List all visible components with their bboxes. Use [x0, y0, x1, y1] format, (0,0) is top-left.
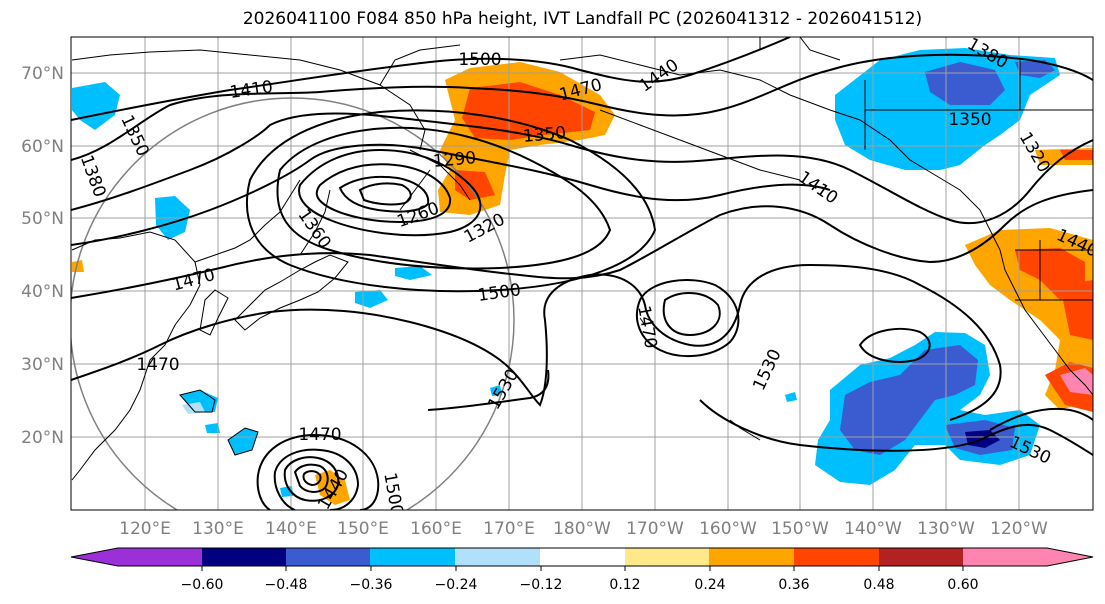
colorbar-bin [709, 548, 795, 566]
longitude-labels: 120°E 130°E 140°E 150°E 160°E 170°E 180°… [119, 519, 1048, 539]
colorbar-bin [540, 548, 626, 566]
contour-label: 1350 [948, 110, 991, 130]
colorbar-tick-label: 0.48 [863, 577, 894, 593]
map-title: 2026041100 F084 850 hPa height, IVT Land… [242, 9, 923, 29]
lon-label: 120°W [990, 519, 1048, 539]
contour-label: 1290 [432, 148, 477, 172]
height-contours [71, 37, 1093, 510]
lon-label: 170°W [626, 519, 684, 539]
colorbar-bin [794, 548, 880, 566]
colorbar-tick-label: 0.24 [694, 577, 725, 593]
lat-label: 40°N [21, 282, 64, 302]
colorbar-extend-min [71, 548, 118, 566]
lon-label: 160°W [699, 519, 757, 539]
colorbar-bin [370, 548, 456, 566]
colorbar-tick-label: −0.24 [435, 577, 478, 593]
range-circle [71, 97, 515, 510]
lon-label: 170°E [483, 519, 535, 539]
lat-label: 60°N [21, 137, 64, 157]
lat-label: 30°N [21, 355, 64, 375]
colorbar-bin [625, 548, 710, 566]
lon-label: 160°E [410, 519, 462, 539]
lon-label: 120°E [119, 519, 171, 539]
lon-label: 130°W [917, 519, 975, 539]
colorbar-tick-label: 0.36 [778, 577, 809, 593]
lat-label: 70°N [21, 64, 64, 84]
colorbar-bin [118, 548, 203, 566]
lon-label: 150°W [771, 519, 829, 539]
lon-label: 130°E [192, 519, 244, 539]
colorbar-tick-label: −0.36 [350, 577, 393, 593]
lon-label: 150°E [337, 519, 389, 539]
colorbar-tick-label: −0.60 [181, 577, 224, 593]
colorbar-extend-max [1047, 548, 1093, 566]
colorbar-ticks [201, 566, 964, 571]
colorbar-bin [286, 548, 371, 566]
contour-label: 1470 [136, 355, 179, 375]
colorbar-bin [963, 548, 1048, 566]
lon-label: 140°W [844, 519, 902, 539]
lat-label: 50°N [21, 209, 64, 229]
lon-label: 140°E [265, 519, 317, 539]
colorbar-bin [202, 548, 287, 566]
colorbar-bin [455, 548, 541, 566]
colorbar-tick-label: 0.12 [609, 577, 640, 593]
colorbar-tick-label: −0.48 [265, 577, 308, 593]
latitude-labels: 70°N 60°N 50°N 40°N 30°N 20°N [21, 64, 64, 448]
contour-label: 1500 [458, 50, 501, 70]
colorbar-bin [879, 548, 964, 566]
colorbar-tick-label: 0.60 [947, 577, 978, 593]
colorbar-tick-label: −0.12 [520, 577, 563, 593]
contour-label: 1350 [522, 123, 567, 147]
lon-label: 180°W [553, 519, 611, 539]
lat-label: 20°N [21, 428, 64, 448]
map-border [70, 36, 1094, 511]
contour-label: 1470 [298, 425, 341, 445]
coastlines [71, 37, 1093, 481]
colorbar-outline [70, 547, 1094, 567]
colorbar: −0.60 −0.48 −0.36 −0.24 −0.12 0.12 0.24 … [70, 547, 1094, 593]
